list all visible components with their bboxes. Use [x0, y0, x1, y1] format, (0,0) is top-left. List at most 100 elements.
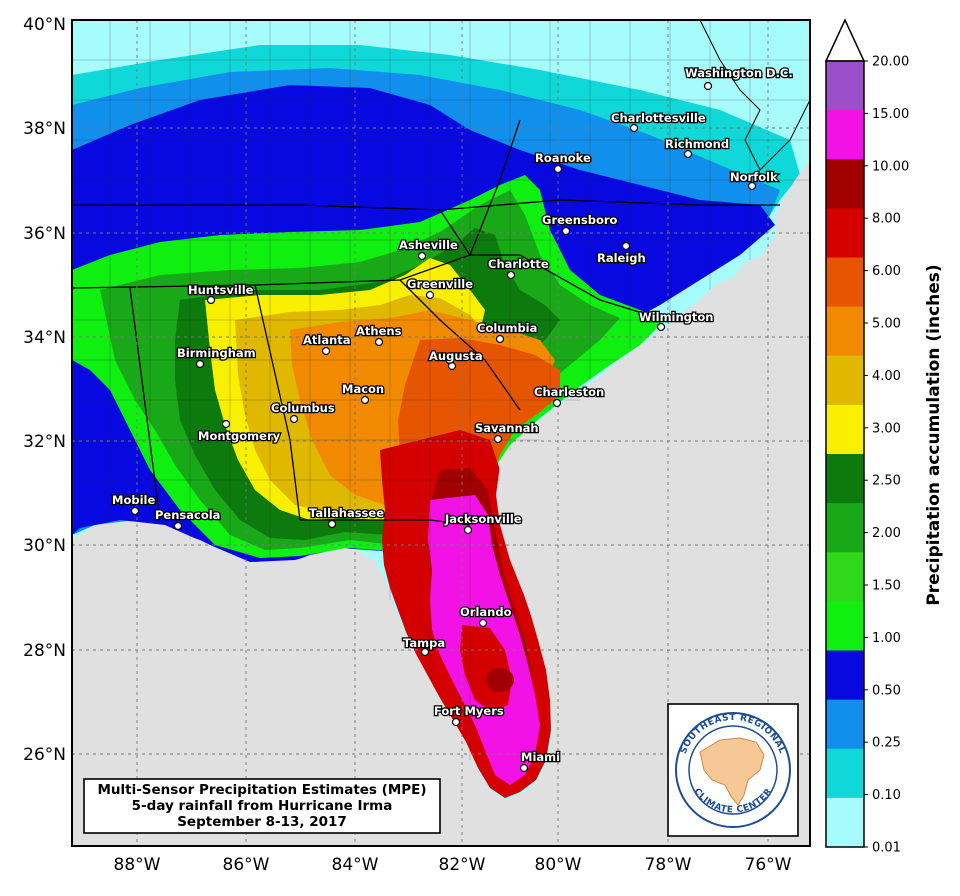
city-raleigh: Raleigh — [596, 241, 647, 266]
city-dot — [553, 164, 563, 174]
city-label-savannah: Savannah — [475, 421, 539, 435]
city-dot — [195, 359, 205, 369]
lon-label-86w: 86°W — [223, 855, 270, 875]
colorbar-swatch — [826, 257, 864, 308]
gulf-of-mexico — [72, 525, 500, 846]
chesapeake-coast — [699, 20, 810, 171]
colorbar-swatch — [826, 748, 864, 799]
city-dot — [447, 361, 457, 371]
colorbar-tick-label: 0.50 — [872, 683, 901, 698]
lon-label-76w: 76°W — [745, 855, 792, 875]
city-fort-myers: Fort Myers — [433, 703, 505, 727]
city-atlanta: Atlanta — [302, 332, 352, 356]
city-dot — [683, 149, 693, 159]
title-box-frame — [83, 778, 441, 834]
colorbar-tick-label: 0.10 — [872, 788, 901, 803]
city-dot — [173, 521, 183, 531]
colorbar-tick-label: 5.00 — [872, 317, 901, 332]
colorbar-tick-label: 2.50 — [872, 474, 901, 489]
city-greenville: Greenville — [406, 276, 475, 300]
city-norfolk: Norfolk — [729, 169, 779, 191]
colorbar-tick-label: 4.00 — [872, 369, 901, 384]
city-columbia: Columbia — [476, 320, 539, 344]
colorbar-extend-arrow — [824, 18, 866, 62]
city-washington-dc: Washington D.C. — [684, 65, 794, 91]
city-label-tampa: Tampa — [403, 636, 445, 650]
city-dot — [417, 251, 427, 261]
city-savannah: Savannah — [474, 420, 540, 444]
colorbar-tick-label: 10.00 — [872, 159, 909, 174]
city-label-asheville: Asheville — [399, 238, 458, 252]
city-dot — [747, 181, 757, 191]
city-label-roanoke: Roanoke — [535, 151, 591, 165]
city-dot — [519, 763, 529, 773]
city-dot — [478, 618, 488, 628]
city-charlottesville: Charlottesville — [610, 110, 707, 133]
city-dot — [374, 337, 384, 347]
colorbar-swatch — [826, 552, 864, 602]
city-label-montgomery: Montgomery — [198, 429, 281, 443]
colorbar-swatch — [826, 306, 864, 357]
city-dot — [206, 295, 216, 305]
city-dot — [656, 322, 666, 332]
city-label-huntsville: Huntsville — [188, 283, 254, 297]
city-label-greensboro: Greensboro — [542, 213, 618, 227]
colorbar-swatch — [826, 454, 864, 504]
title-line-1: Multi-Sensor Precipitation Estimates (MP… — [97, 782, 426, 798]
lon-label-80w: 80°W — [535, 855, 582, 875]
city-mobile: Mobile — [111, 492, 157, 516]
city-label-washington-dc: Washington D.C. — [685, 66, 793, 80]
colorbar-swatches — [826, 61, 864, 848]
city-label-columbus: Columbus — [271, 401, 335, 415]
colorbar-tick-label: 1.50 — [872, 579, 901, 594]
city-label-wilmington: Wilmington — [639, 310, 714, 324]
city-montgomery: Montgomery — [197, 419, 282, 444]
city-label-jacksonville: Jacksonville — [444, 512, 522, 526]
lat-label-32n: 32°N — [23, 432, 66, 452]
city-birmingham: Birmingham — [176, 345, 257, 369]
colorbar-frame — [825, 60, 865, 848]
city-label-richmond: Richmond — [665, 137, 729, 151]
city-miami: Miami — [519, 749, 561, 773]
lon-label-84w: 84°W — [332, 855, 379, 875]
colorbar-tick-label: 0.01 — [872, 841, 901, 856]
city-dot — [321, 346, 331, 356]
city-wilmington: Wilmington — [638, 309, 715, 332]
colorbar-tick-label: 6.00 — [872, 264, 901, 279]
colorbar-swatch — [826, 110, 864, 160]
city-dot — [130, 506, 140, 516]
colorbar-swatch — [826, 208, 864, 258]
lat-label-36n: 36°N — [23, 224, 66, 244]
city-dot — [327, 519, 337, 529]
city-label-augusta: Augusta — [429, 349, 483, 363]
city-label-fort-myers: Fort Myers — [434, 704, 504, 718]
colorbar-tick-label: 0.25 — [872, 736, 901, 751]
city-layer: Washington D.C. Charlottesville Richmond… — [111, 65, 794, 773]
colorbar-swatch — [826, 355, 864, 406]
city-charlotte: Charlotte — [487, 256, 550, 280]
sercc-logo: SOUTHEAST REGIONAL CLIMATE CENTER — [667, 703, 799, 837]
city-label-norfolk: Norfolk — [730, 170, 778, 184]
city-asheville: Asheville — [398, 237, 459, 261]
city-label-charlottesville: Charlottesville — [611, 111, 706, 125]
city-label-atlanta: Atlanta — [303, 333, 351, 347]
city-roanoke: Roanoke — [534, 150, 592, 174]
city-charleston: Charleston — [533, 384, 606, 408]
city-columbus: Columbus — [270, 400, 336, 424]
map-panel — [72, 20, 810, 846]
city-label-pensacola: Pensacola — [155, 508, 220, 522]
city-dot — [463, 525, 473, 535]
longitude-axis: 88°W 86°W 84°W 82°W 80°W 78°W 76°W — [114, 855, 792, 875]
map-frame — [71, 19, 811, 847]
city-tallahassee: Tallahassee — [308, 505, 386, 529]
city-dot — [425, 290, 435, 300]
city-huntsville: Huntsville — [187, 282, 255, 305]
city-label-columbia: Columbia — [477, 321, 537, 335]
lat-label-40n: 40°N — [23, 15, 66, 35]
colorbar-tick-label: 1.00 — [872, 631, 901, 646]
city-richmond: Richmond — [664, 136, 730, 159]
city-label-charleston: Charleston — [534, 385, 604, 399]
city-dot — [451, 717, 461, 727]
